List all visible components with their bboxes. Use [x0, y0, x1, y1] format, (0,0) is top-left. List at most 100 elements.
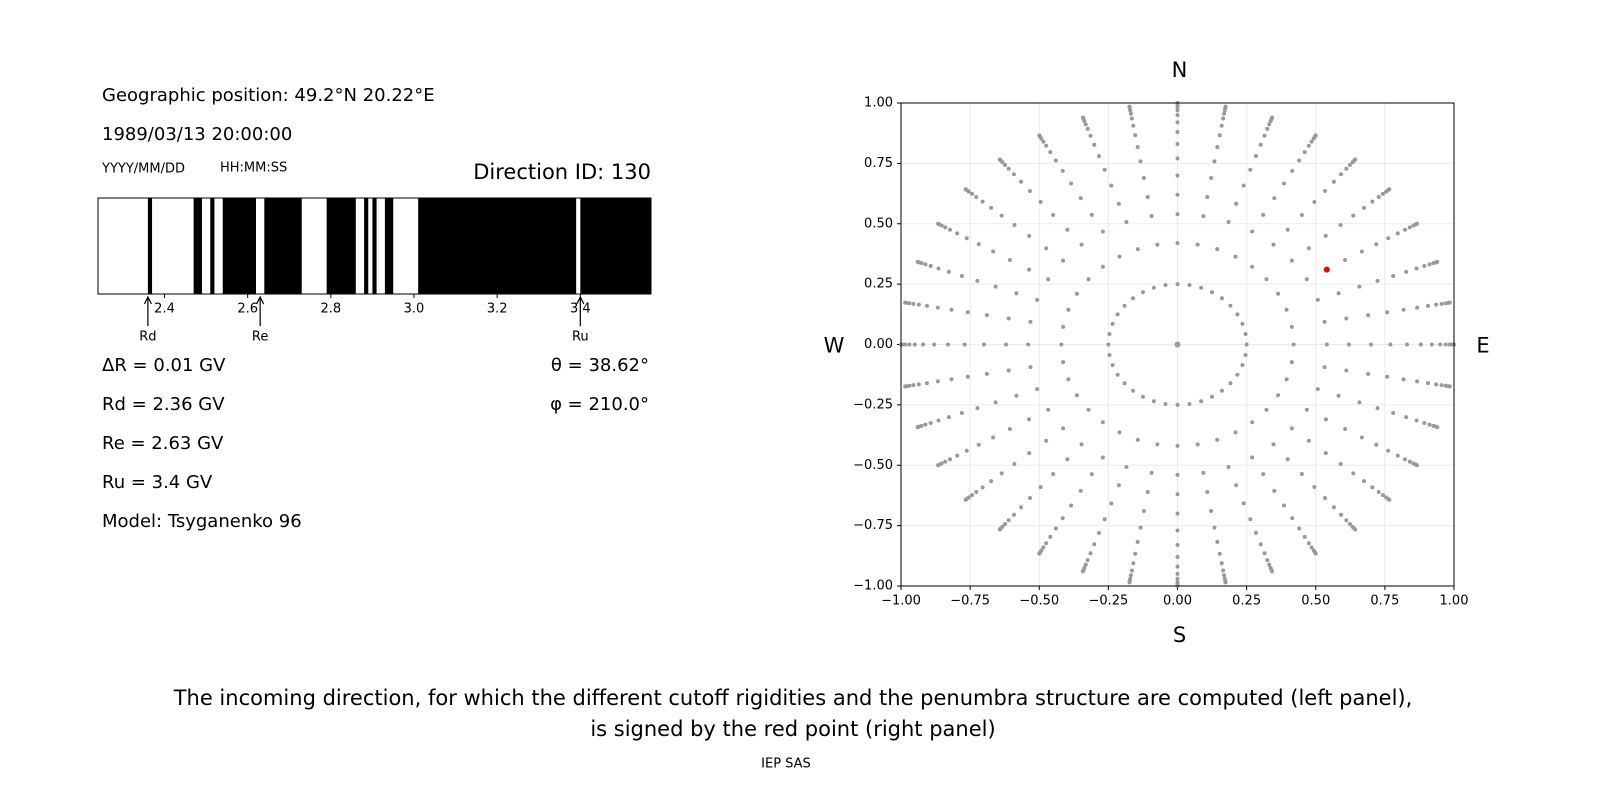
direction-point — [1135, 437, 1140, 442]
direction-point — [1217, 133, 1222, 138]
direction-point — [1149, 470, 1154, 475]
direction-point — [1175, 282, 1180, 287]
direction-point — [1285, 227, 1290, 232]
direction-point — [1083, 122, 1088, 127]
direction-point — [1135, 247, 1140, 252]
direction-point — [1422, 420, 1427, 425]
direction-point — [1003, 163, 1008, 168]
direction-point — [1336, 393, 1341, 398]
direction-point — [1048, 150, 1053, 155]
direction-point — [1061, 258, 1066, 263]
direction-point — [1299, 213, 1304, 218]
direction-point — [1395, 453, 1400, 458]
direction-point — [1306, 438, 1311, 443]
direction-point — [1115, 372, 1120, 377]
direction-point — [1221, 116, 1226, 121]
direction-point — [1014, 393, 1019, 398]
direction-point — [1053, 526, 1058, 531]
compass-label: E — [1476, 334, 1489, 358]
direction-point — [1069, 181, 1074, 186]
direction-point — [1131, 123, 1136, 128]
x-tick-label: −0.50 — [1019, 594, 1059, 609]
direction-point — [1313, 133, 1318, 138]
direction-point — [928, 420, 933, 425]
direction-point — [1201, 470, 1206, 475]
direction-point — [1215, 145, 1220, 150]
direction-point — [1074, 291, 1079, 296]
y-tick-label: 0.50 — [864, 216, 893, 231]
direction-point — [1149, 214, 1154, 219]
direction-point — [1175, 564, 1180, 569]
direction-point — [965, 374, 970, 379]
compass-label: W — [824, 334, 845, 358]
direction-point — [1221, 568, 1226, 573]
direction-point — [1089, 472, 1094, 477]
direction-point — [924, 303, 929, 308]
direction-point — [903, 342, 908, 347]
direction-point — [1004, 342, 1009, 347]
direction-point — [1037, 551, 1042, 556]
y-tick-label: −0.50 — [853, 458, 893, 473]
direction-point — [1011, 512, 1016, 517]
direction-point — [946, 415, 951, 420]
direction-point — [1386, 236, 1391, 241]
direction-point — [1128, 111, 1133, 116]
direction-point — [991, 249, 996, 254]
direction-point — [1129, 116, 1134, 121]
direction-point — [1175, 443, 1180, 448]
direction-point — [1027, 417, 1032, 422]
direction-point — [1395, 231, 1400, 236]
direction-point — [1102, 517, 1107, 522]
direction-point — [1051, 213, 1056, 218]
direction-point — [1267, 122, 1272, 127]
direction-point — [948, 457, 953, 462]
direction-point — [1175, 241, 1180, 246]
direction-point — [1109, 183, 1114, 188]
direction-point — [1415, 379, 1420, 384]
direction-point — [1155, 242, 1160, 247]
direction-point — [1261, 212, 1266, 217]
y-tick-label: 0.00 — [864, 337, 893, 352]
direction-point — [1289, 426, 1294, 431]
direction-point — [1089, 212, 1094, 217]
direction-point — [1027, 188, 1032, 193]
direction-point — [1195, 442, 1200, 447]
footer: IEP SAS — [761, 757, 811, 772]
direction-point — [1141, 176, 1146, 181]
direction-point — [1324, 342, 1329, 347]
direction-point — [970, 493, 975, 498]
direction-point — [1044, 246, 1049, 251]
direction-point — [1276, 291, 1281, 296]
axes-frame — [900, 102, 1455, 587]
direction-point — [916, 382, 921, 387]
direction-point — [1370, 199, 1375, 204]
direction-point — [1344, 166, 1349, 171]
direction-point — [1038, 200, 1043, 205]
direction-point — [916, 302, 921, 307]
direction-point — [1175, 528, 1180, 533]
direction-point — [1284, 377, 1289, 382]
x-tick-label: 2.8 — [320, 302, 341, 317]
direction-point — [1299, 471, 1304, 476]
angle-line: φ = 210.0° — [550, 394, 649, 415]
direction-point — [1088, 133, 1093, 138]
direction-point — [1175, 142, 1180, 147]
direction-point — [1215, 437, 1220, 442]
annotation-label: Ru — [572, 330, 589, 345]
direction-point — [946, 269, 951, 274]
direction-point — [1110, 321, 1115, 326]
direction-point — [1435, 425, 1440, 430]
direction-point — [1065, 457, 1070, 462]
direction-point — [976, 242, 981, 247]
direction-point — [1407, 459, 1412, 464]
direction-point — [1127, 104, 1132, 109]
direction-point — [1215, 539, 1220, 544]
direction-point — [1155, 442, 1160, 447]
direction-point — [1088, 551, 1093, 556]
direction-point — [975, 278, 980, 283]
direction-point — [1248, 517, 1253, 522]
direction-point — [1151, 399, 1156, 404]
direction-point — [1175, 555, 1180, 560]
direction-point — [1012, 222, 1017, 227]
